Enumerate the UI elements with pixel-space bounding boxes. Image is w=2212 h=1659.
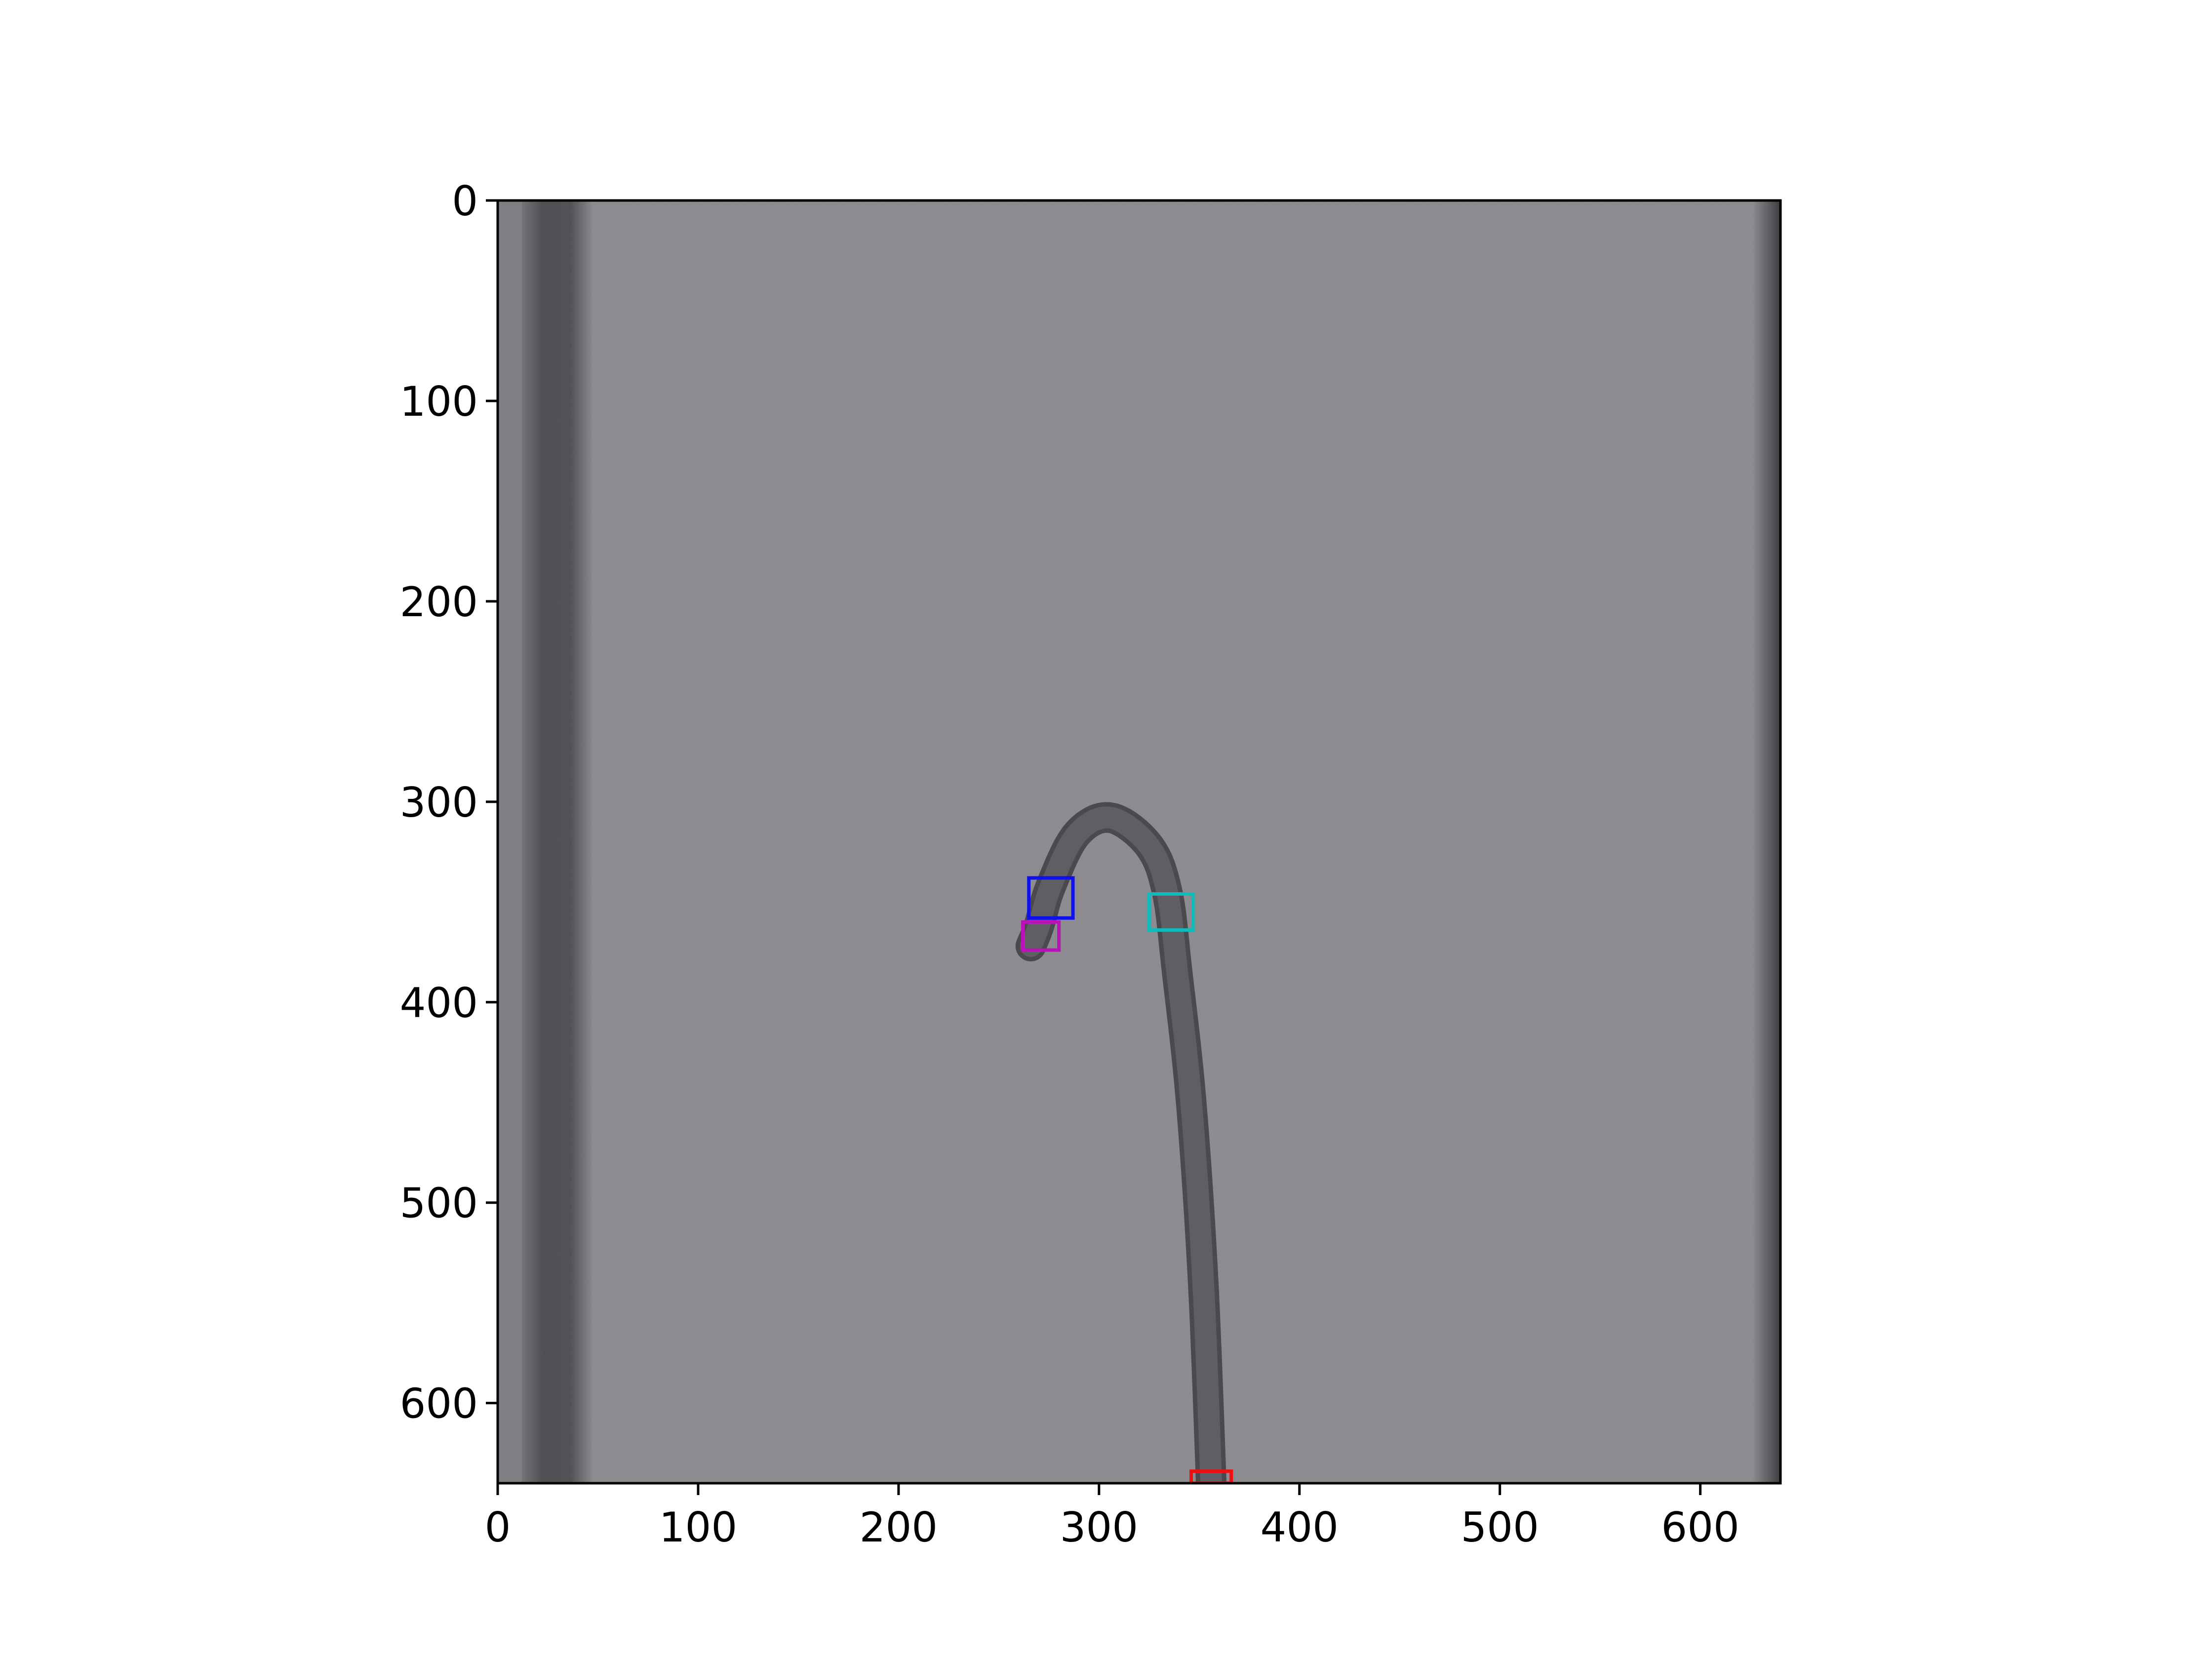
plot-area (498, 200, 1780, 1483)
x-tick-label: 500 (1461, 1503, 1539, 1551)
y-tick-label: 200 (400, 578, 478, 626)
detection-boxes (1021, 876, 1233, 1483)
x-axis: 0 100 200 300 400 500 600 (485, 1483, 1739, 1551)
y-tick-label: 300 (400, 779, 478, 827)
box-red (1189, 1469, 1233, 1483)
x-tick-label: 200 (860, 1503, 938, 1551)
box-cyan (1147, 892, 1195, 932)
box-blue (1027, 876, 1075, 920)
y-tick-label: 600 (400, 1380, 478, 1428)
y-axis: 0 100 200 300 400 500 600 (400, 177, 498, 1428)
box-magenta (1021, 920, 1061, 952)
guidewire (1020, 806, 1223, 1483)
y-tick-label: 0 (452, 177, 478, 225)
y-tick-label: 100 (400, 378, 478, 426)
y-tick-label: 400 (400, 979, 478, 1027)
x-tick-label: 0 (485, 1503, 511, 1551)
x-tick-label: 100 (659, 1503, 737, 1551)
y-tick-label: 500 (400, 1180, 478, 1227)
x-tick-label: 600 (1661, 1503, 1739, 1551)
x-tick-label: 400 (1261, 1503, 1339, 1551)
axes-frame (496, 199, 1782, 1485)
x-tick-label: 300 (1060, 1503, 1138, 1551)
